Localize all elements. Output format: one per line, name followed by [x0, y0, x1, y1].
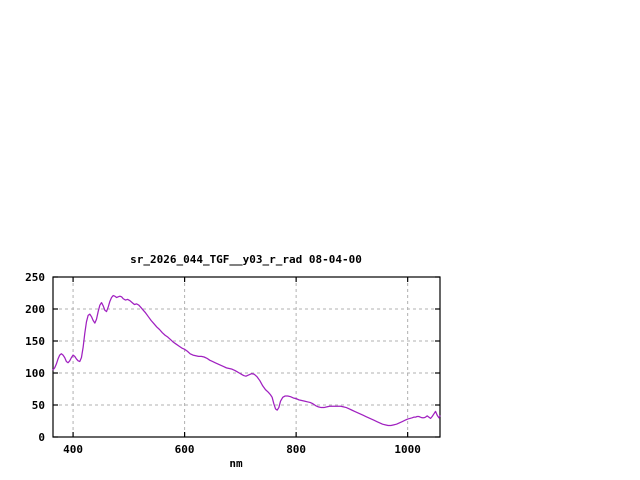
plot-frame — [52, 276, 441, 438]
y-tick-label: 50 — [32, 399, 45, 412]
data-series-group — [52, 294, 441, 427]
grid-lines — [53, 277, 440, 437]
y-axis-tick-labels: 0 50 100 150 200 250 — [25, 271, 45, 444]
y-tick-label: 250 — [25, 271, 45, 284]
x-tick-label: 600 — [175, 443, 195, 456]
x-tick-label: 400 — [63, 443, 83, 456]
x-tick-label: 1000 — [394, 443, 421, 456]
x-axis-ticks — [72, 277, 409, 437]
x-axis-label: nm — [229, 457, 243, 470]
y-axis-ticks — [53, 276, 440, 438]
series-line-radiance — [52, 294, 441, 427]
x-axis-tick-labels: 400 600 800 1000 — [63, 443, 421, 456]
y-tick-label: 0 — [38, 431, 45, 444]
y-tick-label: 150 — [25, 335, 45, 348]
plot-frame-rect — [52, 276, 441, 438]
y-tick-label: 100 — [25, 367, 45, 380]
y-tick-label: 200 — [25, 303, 45, 316]
chart-title: sr_2026_044_TGF__y03_r_rad 08-04-00 — [130, 253, 362, 266]
x-tick-label: 800 — [286, 443, 306, 456]
